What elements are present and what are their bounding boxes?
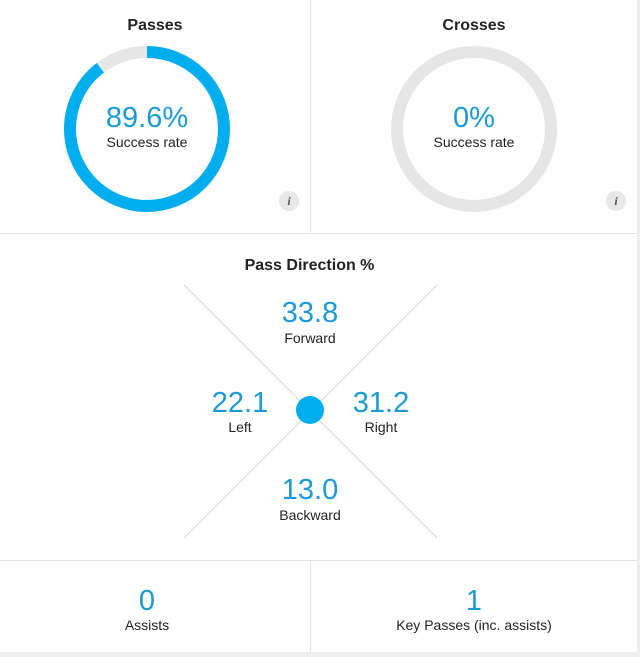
divider-footer — [0, 652, 640, 657]
right-label: Right — [364, 419, 398, 435]
passes-label: Success rate — [106, 134, 188, 150]
passes-ring: 89.6% Success rate — [64, 46, 230, 212]
crosses-title: Crosses — [442, 17, 506, 34]
divider-right-edge — [637, 0, 640, 657]
key-passes-label: Key Passes (inc. assists) — [396, 617, 552, 633]
assists-label: Assists — [124, 617, 170, 633]
passes-info-icon[interactable]: i — [279, 191, 299, 211]
passes-ring-graphic — [64, 46, 230, 212]
pass-direction-title: Pass Direction % — [244, 257, 375, 274]
right-value: 31.2 — [352, 387, 410, 419]
crosses-ring-graphic — [391, 46, 557, 212]
divider-bottom-horizontal — [0, 560, 640, 561]
crosses-ring-track — [391, 46, 557, 212]
passes-panel: Passes 89.6% Success rate i — [0, 0, 310, 233]
crosses-label: Success rate — [433, 134, 515, 150]
passes-ring-fill — [64, 46, 230, 212]
assists-value: 0 — [138, 585, 156, 617]
divider-top-horizontal — [0, 233, 640, 234]
pass-direction-panel: Pass Direction % 33.8 Forward 22.1 Left … — [0, 234, 637, 560]
crosses-panel: Crosses 0% Success rate i — [311, 0, 637, 233]
backward-label: Backward — [279, 507, 341, 523]
assists-panel: 0 Assists — [0, 561, 310, 652]
divider-bottom-vertical — [310, 560, 311, 657]
divider-top-vertical — [310, 0, 311, 233]
key-passes-panel: 1 Key Passes (inc. assists) — [311, 561, 637, 652]
passes-value: 89.6% — [105, 102, 189, 134]
center-dot — [296, 396, 324, 424]
pass-direction-graphic — [183, 284, 438, 539]
left-label: Left — [228, 419, 252, 435]
passes-title: Passes — [127, 17, 183, 34]
forward-value: 33.8 — [281, 297, 339, 329]
crosses-info-icon[interactable]: i — [606, 191, 626, 211]
left-value: 22.1 — [211, 387, 269, 419]
forward-label: Forward — [284, 330, 336, 346]
key-passes-value: 1 — [465, 585, 483, 617]
crosses-ring: 0% Success rate — [391, 46, 557, 212]
crosses-value: 0% — [453, 102, 495, 134]
backward-value: 13.0 — [281, 474, 339, 506]
